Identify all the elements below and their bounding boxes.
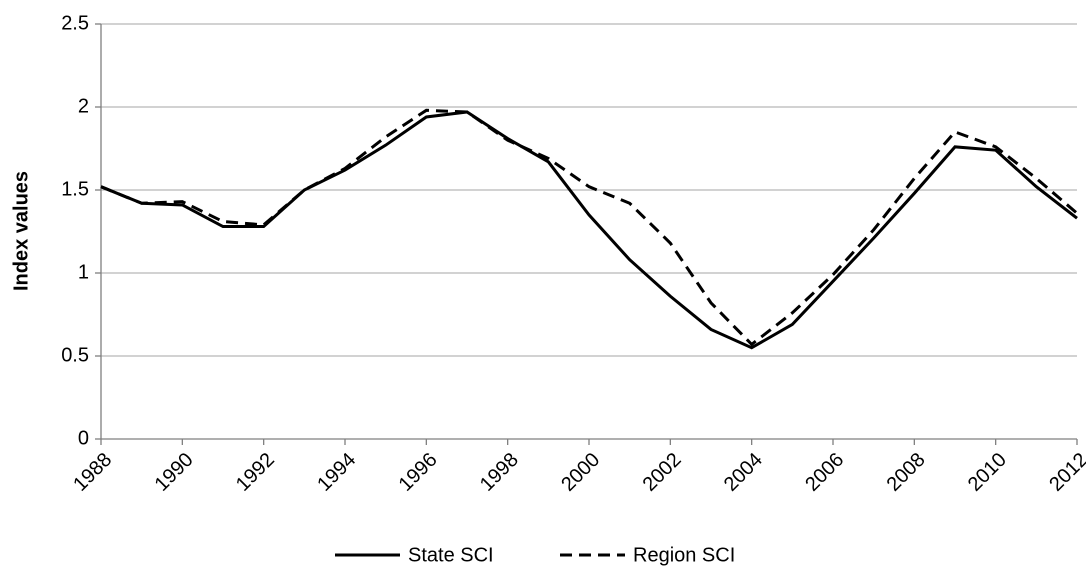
y-tick-label: 1 [78, 261, 89, 283]
x-tick-label: 1998 [476, 449, 523, 496]
y-tick-label: 2 [78, 95, 89, 117]
x-tick-label: 1996 [395, 449, 442, 496]
x-tick-label: 2002 [639, 449, 686, 496]
series-line [100, 110, 1078, 350]
legend-label: Region SCI [633, 544, 735, 566]
y-tick-label: 1.5 [61, 178, 89, 200]
x-tick-label: 1994 [313, 449, 360, 496]
x-tick-label: 2004 [720, 449, 767, 496]
x-tick-label: 2000 [557, 449, 604, 496]
x-tick-label: 2006 [801, 449, 848, 496]
y-axis-title: Index values [10, 171, 32, 291]
y-tick-label: 0.5 [61, 344, 89, 366]
x-tick-label: 2008 [883, 449, 930, 496]
legend-label: State SCI [408, 544, 494, 566]
x-tick-label: 1990 [151, 449, 198, 496]
x-tick-label: 2012 [1045, 449, 1086, 496]
x-tick-label: 1992 [232, 449, 279, 496]
x-tick-label: 1988 [69, 449, 116, 496]
y-tick-label: 0 [78, 427, 89, 449]
series-line [100, 108, 1078, 347]
x-tick-label: 2010 [964, 449, 1011, 496]
y-tick-label: 2.5 [61, 12, 89, 34]
